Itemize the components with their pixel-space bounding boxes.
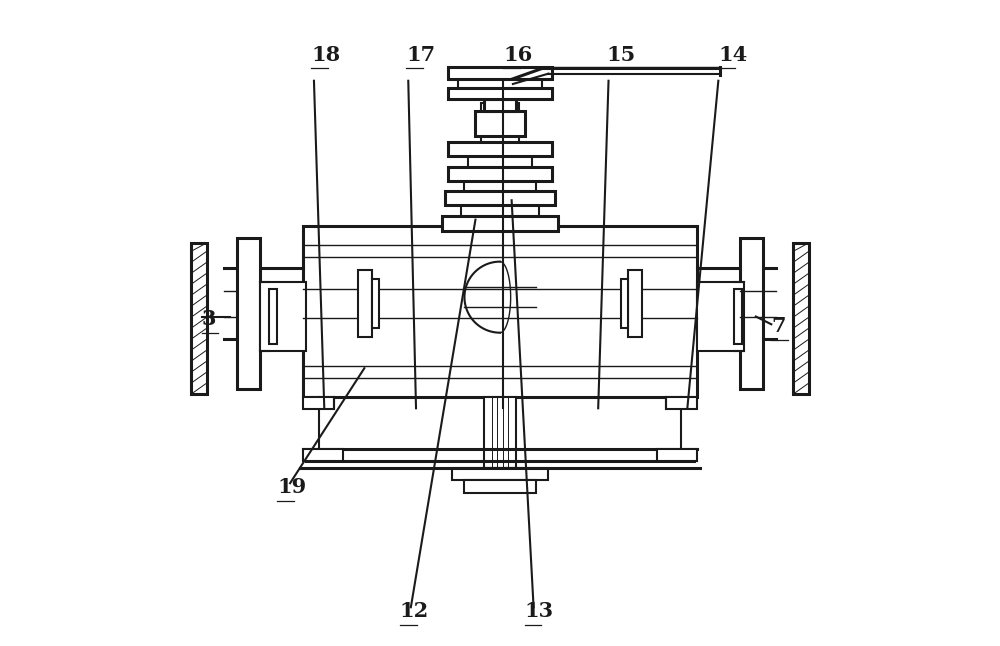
Bar [697, 282, 744, 351]
Bar [475, 111, 525, 136]
Bar [621, 279, 628, 328]
Text: 15: 15 [607, 45, 636, 65]
Bar [464, 181, 536, 191]
Text: 14: 14 [718, 45, 748, 65]
Bar [628, 270, 642, 337]
Bar [260, 282, 306, 351]
Bar [303, 397, 334, 409]
Text: 7: 7 [771, 316, 786, 336]
Bar [464, 480, 536, 493]
Bar [448, 88, 552, 99]
Text: 17: 17 [406, 45, 435, 65]
Bar [468, 156, 532, 167]
Text: 12: 12 [400, 601, 429, 621]
Bar [657, 449, 697, 461]
Bar [484, 99, 516, 111]
Bar [448, 67, 552, 79]
Bar [269, 289, 277, 344]
Bar [445, 191, 555, 205]
Bar [458, 79, 542, 88]
Text: 18: 18 [311, 45, 340, 65]
Bar [191, 243, 207, 394]
Bar [793, 243, 809, 394]
Bar [481, 103, 519, 226]
Text: 13: 13 [525, 601, 554, 621]
Bar [461, 205, 539, 216]
Bar [484, 397, 516, 468]
Text: 16: 16 [503, 45, 532, 65]
Text: 3: 3 [202, 309, 216, 329]
Bar [303, 226, 697, 397]
Bar [734, 289, 742, 344]
Bar [358, 270, 372, 337]
Bar [372, 279, 379, 328]
Text: 19: 19 [277, 477, 306, 497]
Bar [448, 167, 552, 181]
Bar [442, 216, 558, 231]
Bar [448, 142, 552, 156]
Bar [740, 238, 763, 389]
Bar [666, 397, 697, 409]
Bar [237, 238, 260, 389]
Bar [452, 468, 548, 480]
Bar [303, 449, 343, 461]
